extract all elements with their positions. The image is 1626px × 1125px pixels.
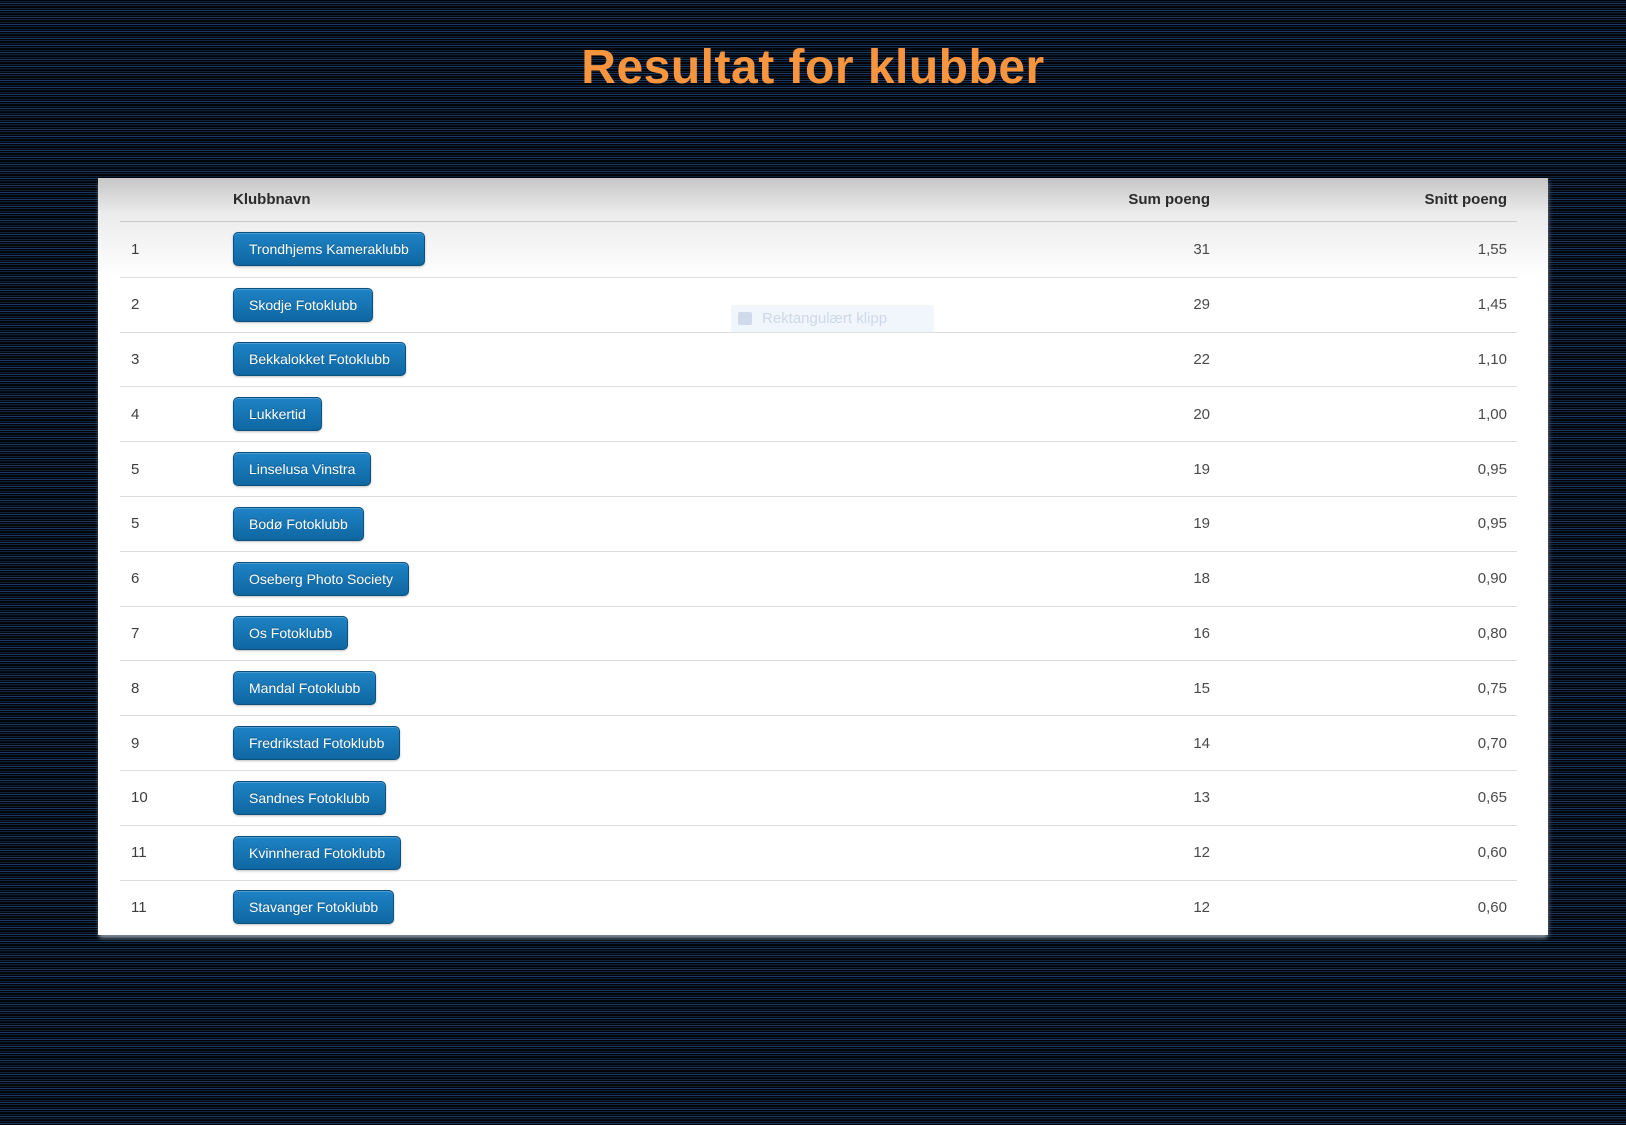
table-row: 11 Stavanger Fotoklubb 12 0,60 [120, 879, 1517, 935]
club-button[interactable]: Fredrikstad Fotoklubb [233, 726, 401, 761]
column-header-sum-poeng: Sum poeng [1128, 191, 1210, 208]
sum-cell: 20 [1193, 405, 1210, 423]
club-cell: Stavanger Fotoklubb [233, 890, 880, 925]
sum-cell: 13 [1193, 789, 1210, 807]
club-button[interactable]: Stavanger Fotoklubb [233, 890, 395, 925]
sum-cell: 12 [1193, 844, 1210, 862]
snitt-cell: 1,55 [1477, 240, 1507, 258]
snitt-cell: 0,95 [1477, 460, 1507, 478]
club-cell: Fredrikstad Fotoklubb [233, 726, 880, 761]
rank-cell: 2 [131, 296, 140, 314]
table-row: 3 Bekkalokket Fotoklubb 22 1,10 [120, 331, 1517, 387]
club-button[interactable]: Mandal Fotoklubb [233, 671, 377, 706]
snitt-cell: 1,00 [1477, 405, 1507, 423]
club-cell: Bekkalokket Fotoklubb [233, 342, 880, 377]
club-cell: Mandal Fotoklubb [233, 671, 880, 706]
page-title: Resultat for klubber [581, 41, 1045, 94]
snitt-cell: 1,10 [1477, 350, 1507, 368]
club-button[interactable]: Sandnes Fotoklubb [233, 780, 386, 815]
rank-cell: 3 [131, 350, 140, 368]
club-cell: Oseberg Photo Society [233, 561, 880, 596]
club-cell: Sandnes Fotoklubb [233, 780, 880, 815]
rank-cell: 6 [131, 570, 140, 588]
club-button[interactable]: Linselusa Vinstra [233, 452, 372, 487]
club-button[interactable]: Bekkalokket Fotoklubb [233, 342, 406, 377]
snitt-cell: 0,75 [1477, 679, 1507, 697]
rank-cell: 11 [131, 844, 147, 862]
club-cell: Trondhjems Kameraklubb [233, 232, 880, 267]
table-body: 1 Trondhjems Kameraklubb 31 1,55 2 Skodj… [120, 222, 1517, 934]
club-button[interactable]: Skodje Fotoklubb [233, 287, 374, 322]
table-row: 9 Fredrikstad Fotoklubb 14 0,70 [120, 715, 1517, 770]
rank-cell: 5 [131, 460, 140, 478]
rank-cell: 10 [131, 789, 148, 807]
rank-cell: 4 [131, 405, 140, 423]
club-cell: Kvinnherad Fotoklubb [233, 835, 880, 870]
snitt-cell: 0,95 [1477, 515, 1507, 533]
table-header-row: Klubbnavn Sum poeng Snitt poeng [120, 178, 1517, 222]
rank-cell: 5 [131, 515, 140, 533]
club-cell: Linselusa Vinstra [233, 452, 880, 487]
table-row: 6 Oseberg Photo Society 18 0,90 [120, 550, 1517, 606]
rank-cell: 9 [131, 734, 140, 752]
table-row: 11 Kvinnherad Fotoklubb 12 0,60 [120, 824, 1517, 880]
club-cell: Skodje Fotoklubb [233, 287, 880, 322]
club-cell: Os Fotoklubb [233, 616, 880, 651]
sum-cell: 19 [1193, 460, 1210, 478]
snitt-cell: 0,70 [1477, 734, 1507, 752]
snitt-cell: 0,60 [1477, 844, 1507, 862]
column-header-klubbnavn: Klubbnavn [233, 191, 311, 208]
column-header-snitt-poeng: Snitt poeng [1424, 191, 1508, 208]
table-row: 7 Os Fotoklubb 16 0,80 [120, 605, 1517, 661]
snitt-cell: 0,90 [1477, 570, 1507, 588]
table-row: 5 Bodø Fotoklubb 19 0,95 [120, 495, 1517, 551]
club-button[interactable]: Oseberg Photo Society [233, 561, 409, 596]
table-row: 5 Linselusa Vinstra 19 0,95 [120, 441, 1517, 496]
sum-cell: 19 [1193, 515, 1210, 533]
table-row: 1 Trondhjems Kameraklubb 31 1,55 [120, 222, 1517, 277]
table-row: 8 Mandal Fotoklubb 15 0,75 [120, 660, 1517, 715]
sum-cell: 18 [1193, 570, 1210, 588]
club-button[interactable]: Kvinnherad Fotoklubb [233, 835, 402, 870]
sum-cell: 29 [1193, 296, 1210, 314]
sum-cell: 15 [1193, 679, 1210, 697]
club-cell: Lukkertid [233, 397, 880, 432]
sum-cell: 16 [1193, 624, 1210, 642]
club-button[interactable]: Bodø Fotoklubb [233, 506, 364, 541]
table-row: 10 Sandnes Fotoklubb 13 0,65 [120, 769, 1517, 825]
table-row: 2 Skodje Fotoklubb 29 1,45 [120, 276, 1517, 332]
rank-cell: 7 [131, 624, 140, 642]
results-table: Klubbnavn Sum poeng Snitt poeng 1 Trondh… [120, 178, 1517, 934]
results-panel: Klubbnavn Sum poeng Snitt poeng 1 Trondh… [98, 178, 1548, 935]
snitt-cell: 0,60 [1477, 898, 1507, 916]
sum-cell: 12 [1193, 898, 1210, 916]
club-cell: Bodø Fotoklubb [233, 506, 880, 541]
snitt-cell: 0,80 [1477, 624, 1507, 642]
rank-cell: 8 [131, 679, 140, 697]
rank-cell: 11 [131, 898, 147, 916]
snitt-cell: 1,45 [1477, 296, 1507, 314]
club-button[interactable]: Os Fotoklubb [233, 616, 349, 651]
snitt-cell: 0,65 [1477, 789, 1507, 807]
table-row: 4 Lukkertid 20 1,00 [120, 386, 1517, 441]
sum-cell: 22 [1193, 350, 1210, 368]
club-button[interactable]: Lukkertid [233, 397, 322, 432]
rank-cell: 1 [131, 240, 140, 258]
sum-cell: 31 [1193, 240, 1210, 258]
sum-cell: 14 [1193, 734, 1210, 752]
club-button[interactable]: Trondhjems Kameraklubb [233, 232, 425, 267]
